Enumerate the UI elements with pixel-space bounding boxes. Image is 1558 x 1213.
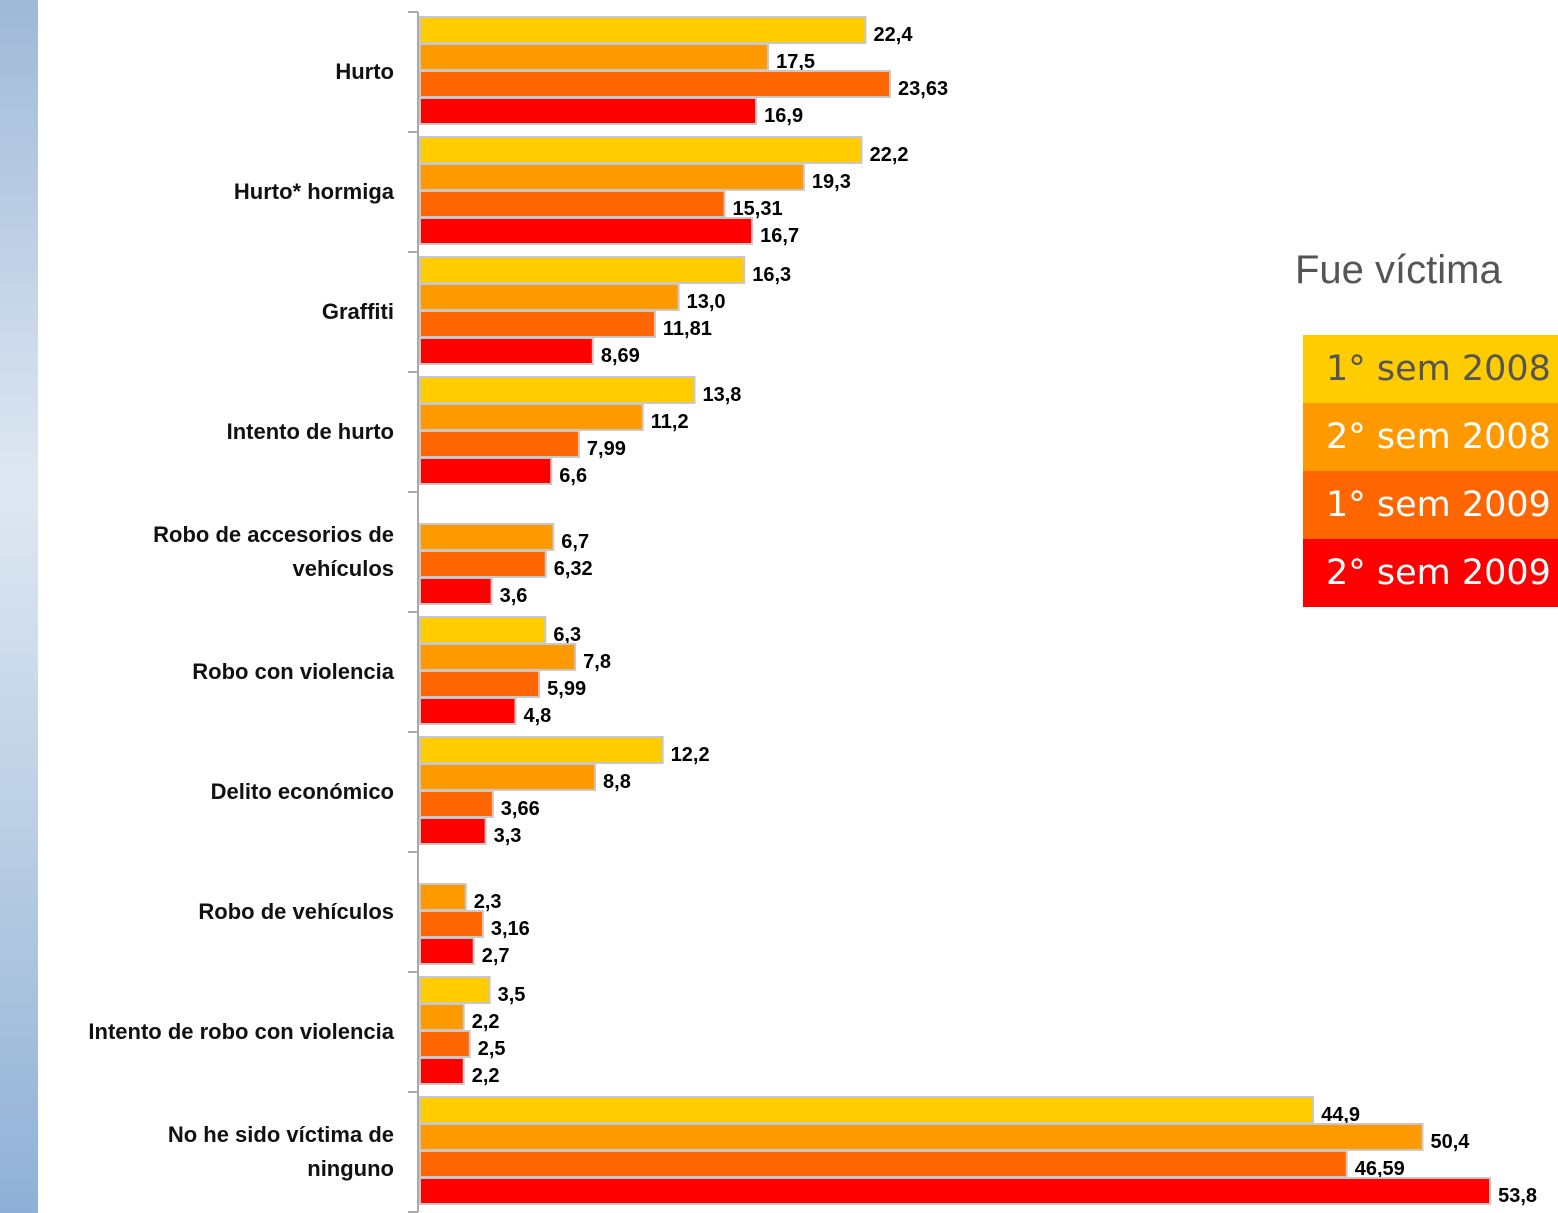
legend-entry: 1° sem 2008 [1303,335,1558,403]
value-label: 50,4 [1431,1131,1471,1153]
bar [419,16,867,44]
bar [419,697,517,725]
category-label: No he sido víctima de ninguno [167,1122,394,1181]
value-label: 2,2 [472,1011,500,1033]
bar [419,550,547,578]
bar [419,1096,1315,1124]
bar [419,670,541,698]
bar [419,430,580,458]
value-label: 16,9 [764,105,803,127]
category-label: Robo de vehículos [198,899,394,924]
value-label: 2,7 [482,945,510,967]
value-label: 15,31 [733,198,783,220]
bar [419,790,494,818]
bar [419,1123,1424,1151]
bar [419,1150,1348,1178]
bar [419,70,892,98]
value-label: 8,8 [603,771,631,793]
category-label: Hurto [335,59,394,84]
bar [419,337,594,365]
bar [419,910,484,938]
value-label: 22,4 [874,24,914,46]
bar [419,523,555,551]
value-label: 7,99 [587,438,626,460]
value-label: 11,81 [663,318,712,340]
value-label: 6,3 [553,624,581,646]
bar [419,643,577,671]
legend-entry: 2° sem 2008 [1303,403,1558,471]
bar [419,256,746,284]
value-label: 2,3 [474,891,502,913]
value-label: 13,8 [702,384,741,406]
category-label: Intento de hurto [226,419,394,444]
bar [419,403,644,431]
bar [419,616,547,644]
bar [419,97,758,125]
value-label: 7,8 [583,651,611,673]
category-label: Intento de robo con violencia [88,1019,394,1044]
bar [419,763,597,791]
value-label: 6,7 [561,531,589,553]
value-label: 11,2 [651,411,689,433]
value-label: 2,2 [472,1065,500,1087]
value-label: 3,66 [501,798,540,820]
category-label: Robo con violencia [192,659,394,684]
bar [419,1003,465,1031]
bar [419,376,696,404]
value-label: 3,3 [494,825,522,847]
background-strip [0,0,38,1213]
legend-entry: 2° sem 2009 [1303,539,1558,607]
value-label: 3,16 [491,918,530,940]
bar [419,1030,471,1058]
value-label: 16,7 [760,225,799,247]
value-label: 6,32 [554,558,593,580]
legend-entry: 1° sem 2009 [1303,471,1558,539]
value-label: 3,5 [498,984,526,1006]
value-label: 6,6 [559,465,587,487]
value-label: 17,5 [776,51,815,73]
bar [419,577,493,605]
value-label: 19,3 [812,171,851,193]
category-label: Robo de accesorios de vehículos [153,522,394,581]
value-label: 23,63 [898,78,948,100]
value-label: 3,6 [500,585,528,607]
value-label: 8,69 [601,345,640,367]
value-label: 2,5 [478,1038,506,1060]
bar [419,817,487,845]
category-label: Graffiti [321,299,394,324]
value-label: 5,99 [547,678,586,700]
legend-title: Fue víctima [1295,248,1502,292]
bar [419,190,726,218]
bar [419,217,754,245]
bar [419,43,770,71]
bar [419,883,467,911]
bar [419,136,863,164]
value-label: 12,2 [671,744,710,766]
bar [419,310,656,338]
bar [419,937,475,965]
bar [419,283,680,311]
bar [419,1057,465,1085]
value-label: 16,3 [752,264,791,286]
value-label: 46,59 [1355,1158,1405,1180]
value-label: 22,2 [870,144,909,166]
bar [419,163,805,191]
value-label: 4,8 [523,705,551,727]
value-label: 44,9 [1321,1104,1360,1126]
bar [419,457,553,485]
bar [419,1177,1492,1205]
category-label: Hurto* hormiga [233,179,394,204]
bar [419,976,491,1004]
value-label: 13,0 [687,291,726,313]
category-label: Delito económico [210,779,394,804]
value-label: 53,8 [1498,1185,1537,1207]
bar [419,736,664,764]
